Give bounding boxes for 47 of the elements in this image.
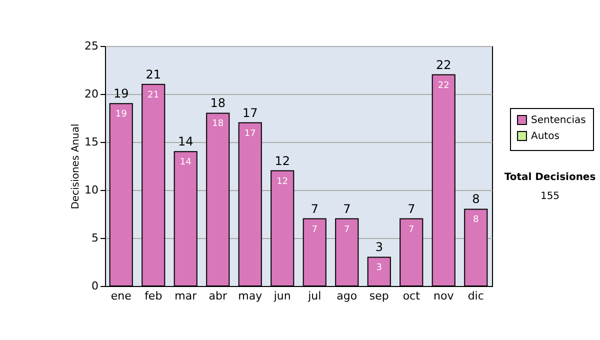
annotation: 7 [310,202,318,216]
annotation: 17 [242,106,258,120]
x-tick-label: jul [307,290,322,302]
y-tick-label: 20 [84,88,98,100]
data-label: 12 [276,176,288,187]
legend-label: Autos [531,131,560,142]
y-axis-title: Decisiones Anual [70,124,82,210]
y-tick-label: 15 [84,136,98,148]
data-label: 14 [180,158,192,168]
annotation: 14 [178,134,194,149]
annotation: 7 [343,202,351,216]
data-label: 3 [376,263,382,274]
y-tick-label: 25 [84,40,98,52]
x-tick-label: oct [402,290,421,302]
annotation: 12 [274,154,290,168]
data-label: 22 [438,80,450,91]
data-label: 17 [244,128,256,139]
data-label: 7 [344,224,350,235]
x-tick-label: ago [336,290,358,302]
text: Total Decisiones [503,172,597,183]
x-tick-label: dic [468,290,484,302]
annotation: 21 [146,67,162,82]
x-tick-label: ene [110,290,132,302]
annotation: 19 [113,86,129,101]
x-tick-label: jun [272,290,291,302]
annotation: 22 [436,58,452,72]
annotation: 3 [375,240,383,254]
data-label: 21 [148,90,160,100]
x-tick-label: abr [208,290,228,302]
annotation: 7 [408,202,416,216]
text: 155 [539,191,561,202]
x-tick-label: feb [144,290,162,302]
data-label: 7 [408,224,414,235]
y-tick-label: 5 [92,232,98,244]
x-tick-label: nov [434,290,454,302]
data-label: 18 [212,119,224,130]
data-label: 7 [312,224,318,235]
data-label: 19 [115,110,128,120]
legend-label: Sentencias [531,115,586,126]
x-tick-label: mar [174,290,198,302]
annotation: 18 [210,96,226,110]
x-tick-label: may [238,290,263,302]
y-tick-label: 10 [84,184,98,196]
y-tick-label: 0 [92,280,98,292]
x-tick-label: sep [369,290,389,302]
annotation: 8 [472,192,480,206]
data-label: 8 [473,215,480,226]
